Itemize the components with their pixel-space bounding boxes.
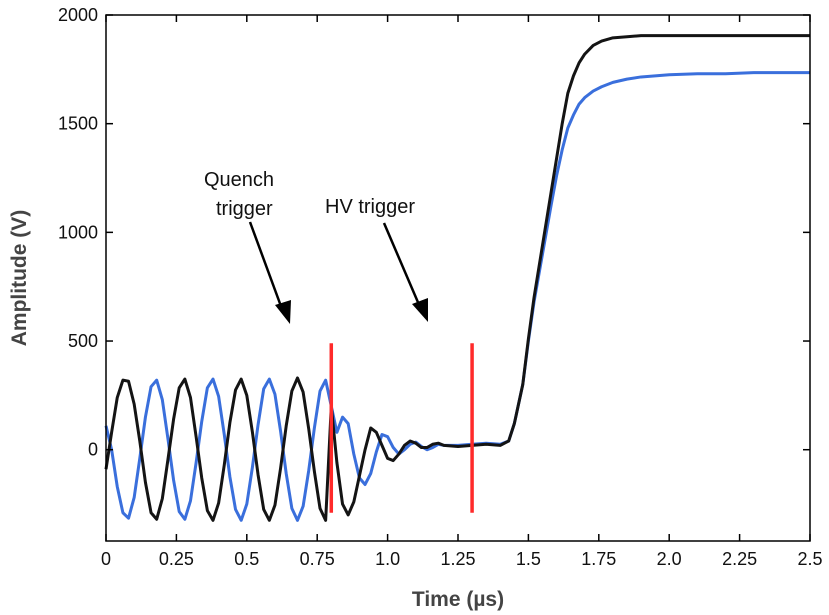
quench-annotation-line2: trigger — [216, 198, 273, 220]
y-tick-label: 1500 — [58, 114, 98, 134]
quench-arrow — [248, 221, 284, 310]
series-line-1 — [104, 71, 810, 522]
quench-trigger-annotation: Quench trigger — [204, 169, 291, 324]
x-tick-label: 0.75 — [300, 549, 335, 569]
series-layer — [104, 34, 810, 522]
hv-trigger-annotation: HV trigger — [325, 196, 428, 322]
y-tick-label: 500 — [68, 331, 98, 351]
x-tick-label: 2.0 — [657, 549, 682, 569]
x-tick-label: 2.25 — [722, 549, 757, 569]
x-tick-label: 0 — [101, 549, 111, 569]
x-tick-label: 1.0 — [375, 549, 400, 569]
plot-frame — [105, 14, 811, 542]
x-tick-label: 1.5 — [516, 549, 541, 569]
axis-ticks: 0 0.25 0.5 0.75 1.0 1.25 1.5 1.75 2.0 2.25 2.5 0 500… — [58, 5, 823, 569]
x-tick-label: 2.5 — [797, 549, 822, 569]
y-tick-label: 2000 — [58, 5, 98, 25]
trigger-markers — [329, 343, 474, 513]
series-line-2 — [104, 34, 810, 522]
quench-annotation-line1: Quench — [204, 169, 274, 191]
hv-arrowhead — [412, 298, 428, 322]
x-tick-label: 1.25 — [440, 549, 475, 569]
x-tick-label: 1.75 — [581, 549, 616, 569]
quench-arrowhead — [275, 300, 291, 324]
x-axis-title: Time (µs) — [412, 588, 504, 611]
y-tick-label: 1000 — [58, 222, 98, 242]
hv-annotation-line1: HV trigger — [325, 196, 415, 218]
x-tick-label: 0.25 — [159, 549, 194, 569]
y-tick-label: 0 — [88, 440, 98, 460]
hv-arrow — [382, 222, 422, 308]
x-tick-label: 0.5 — [234, 549, 259, 569]
y-axis-title: Amplitude (V) — [8, 210, 31, 347]
